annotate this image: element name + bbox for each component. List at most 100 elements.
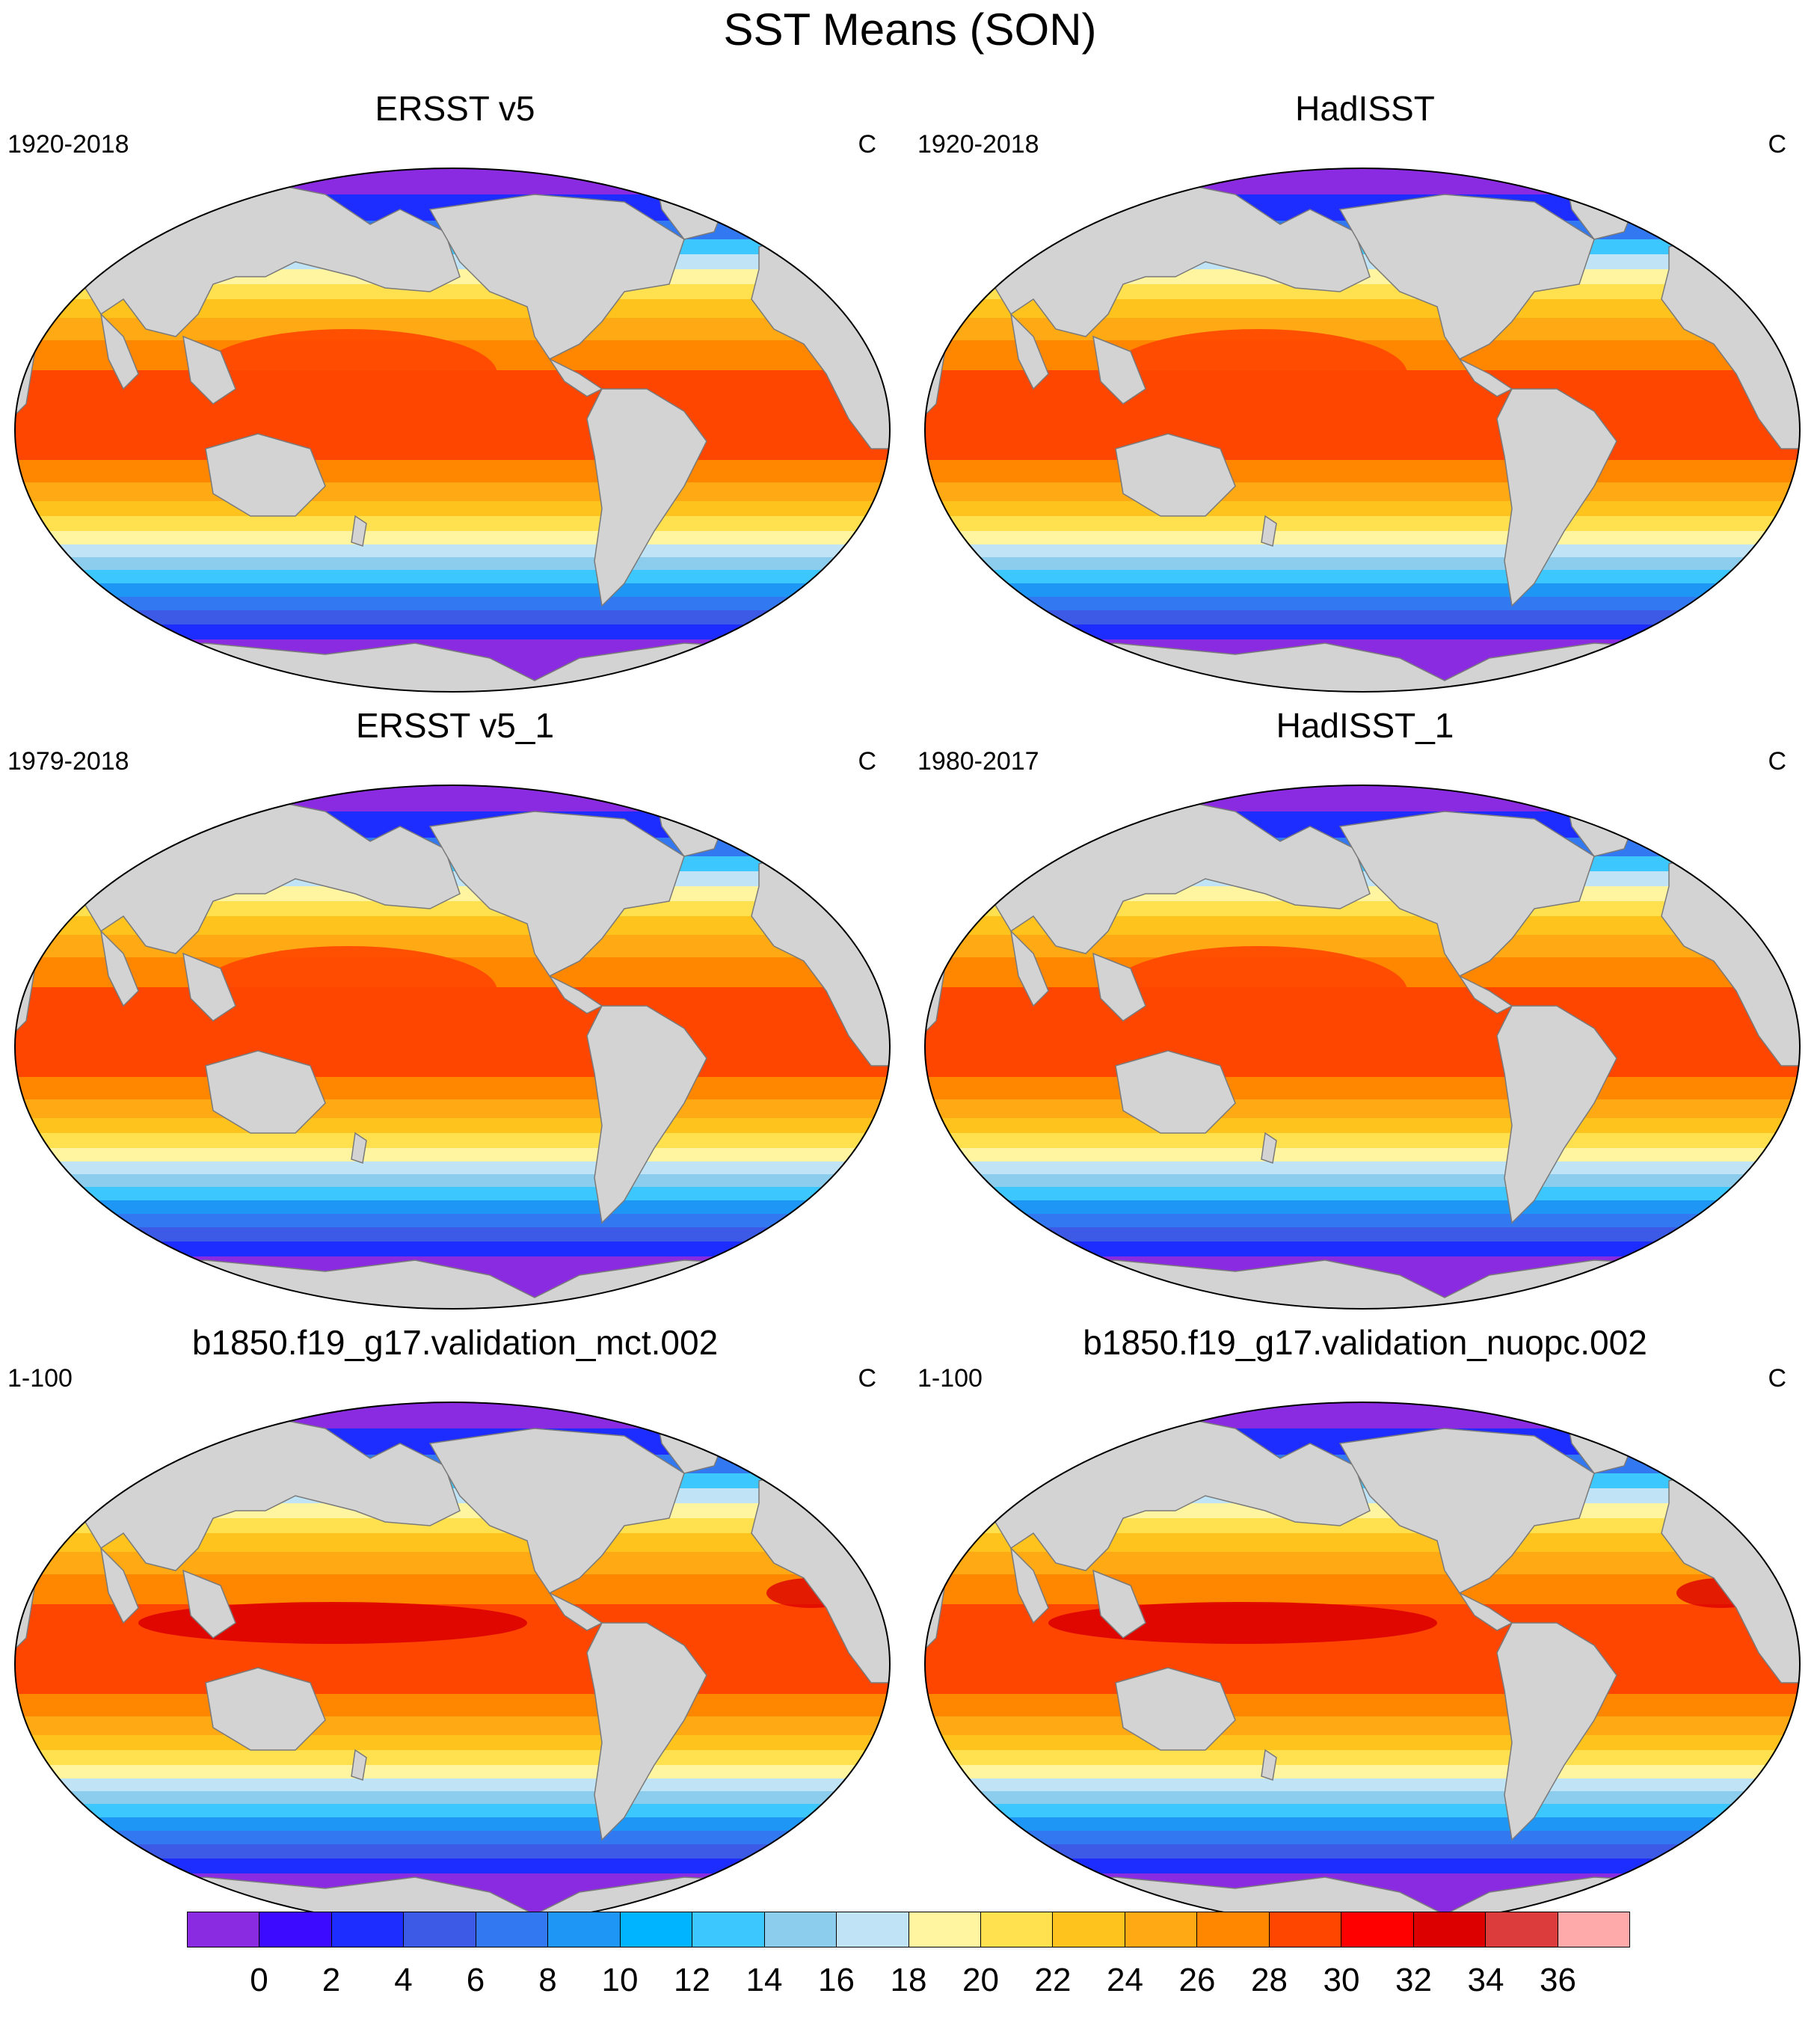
land-mass [351, 1132, 367, 1164]
land-mass [428, 1428, 685, 1594]
land-mass [1261, 1749, 1277, 1781]
land-mass [1496, 1005, 1617, 1224]
colorbar-box [1557, 1912, 1631, 1947]
colorbar-label: 0 [250, 1962, 268, 1998]
colorbar-box [1196, 1912, 1270, 1947]
panel-title: b1850.f19_g17.validation_mct.002 [191, 1323, 719, 1362]
colorbar-label: 18 [890, 1962, 927, 1998]
colorbar-box [692, 1912, 765, 1947]
colorbar-box [1124, 1912, 1198, 1947]
land-mass [1115, 1050, 1236, 1134]
units-label: C [858, 1364, 876, 1393]
map-panel: ERSST v5_1 1979-2018 C [0, 703, 910, 1321]
land-mass [586, 1005, 707, 1224]
land-mass [547, 1591, 603, 1631]
colorbar-label: 20 [962, 1962, 999, 1998]
land-mass [1115, 433, 1236, 517]
land-mass [182, 335, 236, 405]
land-mass [99, 929, 139, 1007]
colorbar-label: 14 [745, 1962, 783, 1998]
land-mass [15, 642, 890, 692]
panel-title: HadISST_1 [1276, 706, 1454, 745]
land-mass [1457, 1591, 1513, 1631]
land-mass [99, 1546, 139, 1624]
colorbar-label: 30 [1323, 1962, 1360, 1998]
units-label: C [858, 747, 876, 776]
sst-map [924, 785, 1801, 1310]
land-mass [1457, 974, 1513, 1014]
land-mass [1496, 1622, 1617, 1841]
period-label: 1979-2018 [7, 747, 129, 776]
colorbar-box [763, 1912, 837, 1947]
colorbar-box [331, 1912, 405, 1947]
land-mass [1338, 194, 1595, 360]
panel-title: ERSST v5_1 [355, 706, 555, 745]
land-mass [1115, 1667, 1236, 1751]
colorbar-box [547, 1912, 621, 1947]
colorbar-labels: 0 2 4 6 8 10 12 14 16 18 20 22 24 26 28 30 32 34 36 [187, 1958, 1630, 2003]
period-label: 1-100 [7, 1364, 73, 1393]
colorbar-label: 10 [601, 1962, 639, 1998]
land-mass [351, 1749, 367, 1781]
colorbar-box [1052, 1912, 1125, 1947]
land-mass [1457, 357, 1513, 397]
colorbar-box [836, 1912, 909, 1947]
figure-title: SST Means (SON) [723, 4, 1097, 55]
land-mass [1092, 952, 1146, 1022]
land-mass [1338, 811, 1595, 977]
land-mass [586, 1622, 707, 1841]
map-panel: HadISST_1 1980-2017 C [910, 703, 1820, 1321]
colorbar-box [1485, 1912, 1558, 1947]
land-mass [182, 1569, 236, 1639]
colorbar-label: 22 [1034, 1962, 1072, 1998]
units-label: C [1768, 747, 1786, 776]
colorbar-label: 24 [1107, 1962, 1143, 1998]
colorbar-label: 28 [1251, 1962, 1288, 1998]
colorbar-box [980, 1912, 1054, 1947]
colorbar-label: 34 [1467, 1962, 1504, 1998]
map-panel: ERSST v5 1920-2018 C [0, 86, 910, 704]
land-mass [205, 1050, 326, 1134]
period-label: 1920-2018 [7, 130, 129, 159]
land-mass [925, 642, 1800, 692]
period-label: 1920-2018 [917, 130, 1039, 159]
colorbar-label: 32 [1395, 1962, 1432, 1998]
land-mass [925, 1259, 1800, 1309]
land-mass [1261, 1132, 1277, 1164]
land-mass [586, 388, 707, 607]
land-mass [1338, 1428, 1595, 1594]
sst-map [924, 168, 1801, 693]
land-mass [182, 952, 236, 1022]
colorbar-box [1268, 1912, 1342, 1947]
land-mass [1496, 388, 1617, 607]
land-mass [205, 433, 326, 517]
colorbar-label: 36 [1540, 1962, 1576, 1998]
units-label: C [1768, 1364, 1786, 1393]
land-mass [428, 194, 685, 360]
colorbar-box [187, 1912, 260, 1947]
colorbar-label: 4 [394, 1962, 413, 1998]
land-mass [428, 811, 685, 977]
land-mass [1009, 929, 1049, 1007]
colorbar [187, 1912, 1631, 1947]
land-mass [99, 312, 139, 390]
colorbar-label: 26 [1178, 1962, 1216, 1998]
sst-map [14, 785, 891, 1310]
land-mass [15, 1259, 890, 1309]
colorbar-label: 12 [674, 1962, 710, 1998]
map-panel: b1850.f19_g17.validation_mct.002 1-100 C [0, 1320, 910, 1938]
period-label: 1980-2017 [917, 747, 1039, 776]
land-mass [547, 357, 603, 397]
period-label: 1-100 [917, 1364, 983, 1393]
colorbar-label: 8 [538, 1962, 557, 1998]
land-mass [1092, 335, 1146, 405]
colorbar-box [259, 1912, 332, 1947]
colorbar-box [475, 1912, 549, 1947]
units-label: C [858, 130, 876, 159]
colorbar-box [1412, 1912, 1487, 1947]
colorbar-box [403, 1912, 476, 1947]
colorbar-box [1341, 1912, 1414, 1947]
panel-title: HadISST [1295, 89, 1435, 128]
sst-map [924, 1402, 1801, 1927]
land-mass [1009, 312, 1049, 390]
